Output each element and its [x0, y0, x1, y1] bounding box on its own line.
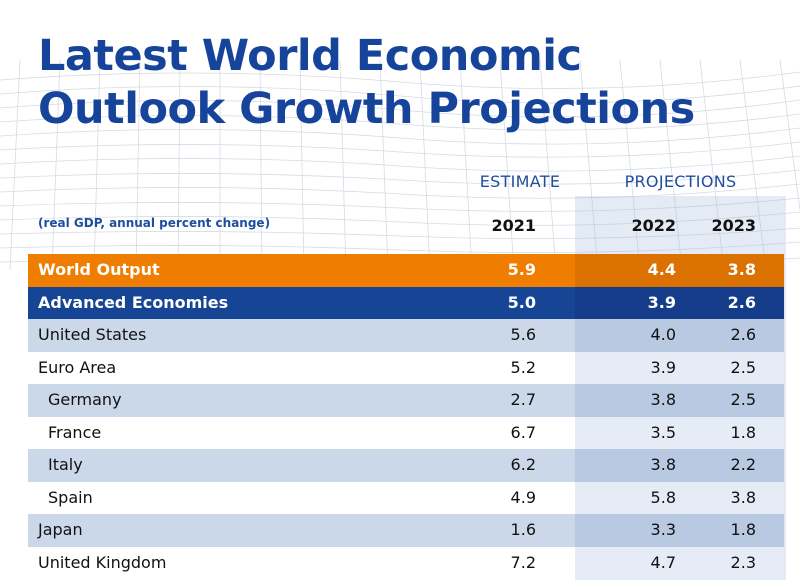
- row-label: World Output: [38, 260, 160, 279]
- title-line-2: Outlook Growth Projections: [38, 84, 695, 134]
- projection-shade: [575, 351, 784, 384]
- value-2023: 2.5: [730, 390, 756, 409]
- table-row-france: France 6.7 3.5 1.8: [28, 416, 784, 449]
- table-row-united-states: United States 5.6 4.0 2.6: [28, 319, 784, 352]
- value-2021: 5.2: [510, 357, 536, 377]
- value-2021: 5.0: [507, 292, 536, 312]
- year-header-2022: 2022: [631, 216, 676, 235]
- projection-shade: [575, 384, 784, 417]
- table-row-euro-area: Euro Area 5.2 3.9 2.5: [28, 351, 784, 384]
- title-line-1: Latest World Economic: [38, 31, 582, 81]
- row-label: United States: [38, 325, 147, 344]
- value-2021: 2.7: [510, 390, 536, 409]
- row-label: Germany: [48, 390, 122, 409]
- row-label: Spain: [48, 487, 93, 507]
- year-header-2021: 2021: [491, 216, 536, 235]
- table-row-united-kingdom: United Kingdom 7.2 4.7 2.3: [28, 546, 784, 579]
- projection-shade: [575, 286, 784, 319]
- value-2021: 5.6: [510, 325, 536, 344]
- table-row-italy: Italy 6.2 3.8 2.2: [28, 449, 784, 482]
- table-row-spain: Spain 4.9 5.8 3.8: [28, 481, 784, 514]
- row-label: Advanced Economies: [38, 292, 229, 312]
- row-label: United Kingdom: [38, 552, 167, 572]
- projection-shade: [575, 481, 784, 514]
- projection-shade: [575, 546, 784, 579]
- table-row-japan: Japan 1.6 3.3 1.8: [28, 514, 784, 547]
- value-2022: 3.8: [650, 455, 676, 474]
- value-2023: 2.3: [730, 552, 756, 572]
- value-2022: 3.9: [650, 357, 676, 377]
- projections-header: PROJECTIONS: [624, 172, 737, 191]
- value-2021: 1.6: [510, 520, 536, 539]
- value-2021: 5.9: [507, 260, 536, 279]
- value-2022: 3.3: [650, 520, 676, 539]
- value-2023: 2.6: [727, 292, 756, 312]
- estimate-header: ESTIMATE: [479, 172, 561, 191]
- value-2022: 4.7: [650, 552, 676, 572]
- value-2023: 2.6: [730, 325, 756, 344]
- units-note: (real GDP, annual percent change): [38, 216, 271, 230]
- table-row-germany: Germany 2.7 3.8 2.5: [28, 384, 784, 417]
- value-2022: 3.9: [647, 292, 676, 312]
- value-2021: 4.9: [510, 487, 536, 507]
- value-2023: 2.5: [730, 357, 756, 377]
- value-2022: 4.4: [647, 260, 676, 279]
- projection-shade: [575, 254, 784, 287]
- page-title: Latest World Economic Outlook Growth Pro…: [38, 30, 695, 136]
- value-2021: 6.7: [510, 422, 536, 442]
- value-2023: 2.2: [730, 455, 756, 474]
- table-row-world-output: World Output 5.9 4.4 3.8: [28, 254, 784, 287]
- row-label: France: [48, 422, 102, 442]
- value-2022: 3.8: [650, 390, 676, 409]
- projection-shade: [575, 319, 784, 352]
- year-header-2023: 2023: [711, 216, 756, 235]
- projection-shade: [575, 416, 784, 449]
- growth-table: World Output 5.9 4.4 3.8 Advanced Econom…: [28, 254, 784, 579]
- row-label: Japan: [38, 520, 83, 539]
- value-2023: 3.8: [730, 487, 756, 507]
- value-2021: 6.2: [510, 455, 536, 474]
- table-row-advanced-economies: Advanced Economies 5.0 3.9 2.6: [28, 286, 784, 319]
- value-2022: 4.0: [650, 325, 676, 344]
- value-2023: 3.8: [727, 260, 756, 279]
- projection-shade: [575, 449, 784, 482]
- row-label: Italy: [48, 455, 83, 474]
- value-2022: 5.8: [650, 487, 676, 507]
- row-label: Euro Area: [38, 357, 117, 377]
- value-2021: 7.2: [510, 552, 536, 572]
- value-2022: 3.5: [650, 422, 676, 442]
- projection-shade: [575, 514, 784, 547]
- value-2023: 1.8: [730, 520, 756, 539]
- value-2023: 1.8: [730, 422, 756, 442]
